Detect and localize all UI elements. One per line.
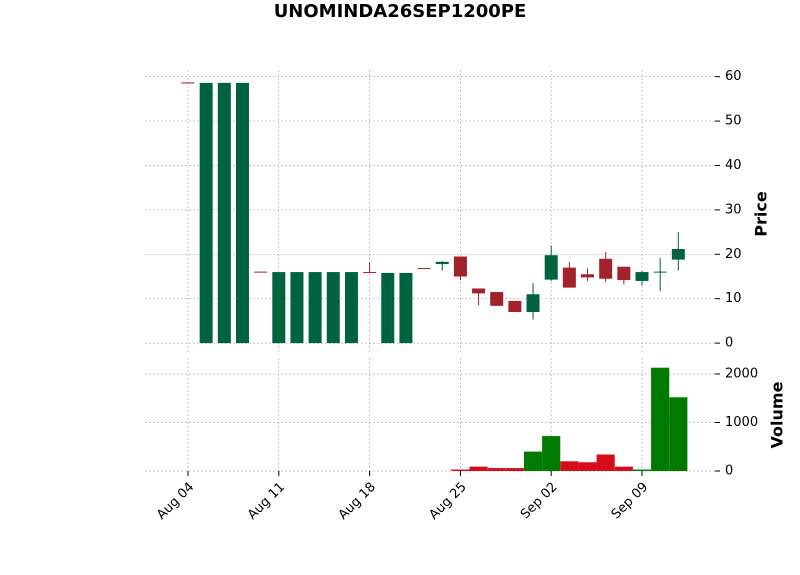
candle-body (671, 248, 685, 260)
chart-title: UNOMINDA26SEP1200PE (274, 1, 527, 22)
x-tick-label: Aug 18 (336, 480, 379, 523)
candle-body (326, 272, 340, 344)
x-tick-label: Sep 09 (609, 480, 652, 523)
candle-body (526, 294, 540, 313)
candle-body (290, 272, 304, 344)
x-tick-label: Aug 11 (245, 480, 288, 523)
x-tick-label: Sep 02 (518, 480, 561, 523)
candle-body (235, 82, 249, 344)
volume-bar (469, 466, 488, 471)
y-tick-label: 50 (725, 114, 742, 129)
candle-body (181, 82, 195, 84)
candle-body (453, 256, 467, 277)
candle-body (544, 255, 558, 280)
candle-body (562, 267, 576, 288)
y2-tick-label: 2000 (725, 367, 758, 382)
volume-bar (596, 454, 615, 471)
y-tick-label: 0 (725, 336, 733, 351)
x-tick-label: Aug 25 (427, 480, 470, 523)
y2-axis-label: Volume (768, 381, 787, 448)
y2-tick-label: 1000 (725, 415, 758, 430)
y-tick-label: 10 (725, 291, 742, 306)
volume-bar (578, 462, 597, 471)
candle-body (617, 266, 631, 281)
volume-bar (614, 466, 633, 471)
y-tick-label: 40 (725, 158, 742, 173)
y2-tick-label: 0 (725, 464, 733, 479)
y-axis-label: Price (752, 191, 771, 237)
candle-body (472, 288, 486, 294)
volume-bar (451, 469, 470, 471)
candle-body (381, 272, 395, 344)
volume-bar (560, 461, 579, 471)
candle-body (363, 272, 377, 274)
candle-body (508, 300, 522, 313)
candle-body (435, 261, 449, 265)
y-tick-label: 60 (725, 69, 742, 84)
volume-bar (542, 436, 561, 471)
candle-body (199, 82, 213, 344)
y-tick-label: 20 (725, 247, 742, 262)
candle-body (653, 271, 667, 273)
volume-bar (523, 451, 543, 471)
x-tick-label: Aug 04 (154, 480, 197, 523)
candle-body (217, 82, 231, 344)
candle-body (599, 258, 613, 279)
candle-body (344, 272, 358, 344)
candle-body (581, 274, 595, 278)
volume-bar (505, 468, 524, 471)
candle-body (490, 292, 504, 306)
candle-body (254, 271, 268, 273)
y-tick-label: 30 (725, 202, 742, 217)
volume-bar (632, 469, 652, 471)
volume-bar (651, 367, 670, 471)
candle-body (308, 272, 322, 344)
candle-body (417, 268, 431, 270)
candle-body (635, 272, 649, 281)
candle-body (399, 272, 413, 344)
candle-body (272, 272, 286, 344)
volume-bar (487, 468, 506, 471)
volume-bar (669, 397, 688, 471)
